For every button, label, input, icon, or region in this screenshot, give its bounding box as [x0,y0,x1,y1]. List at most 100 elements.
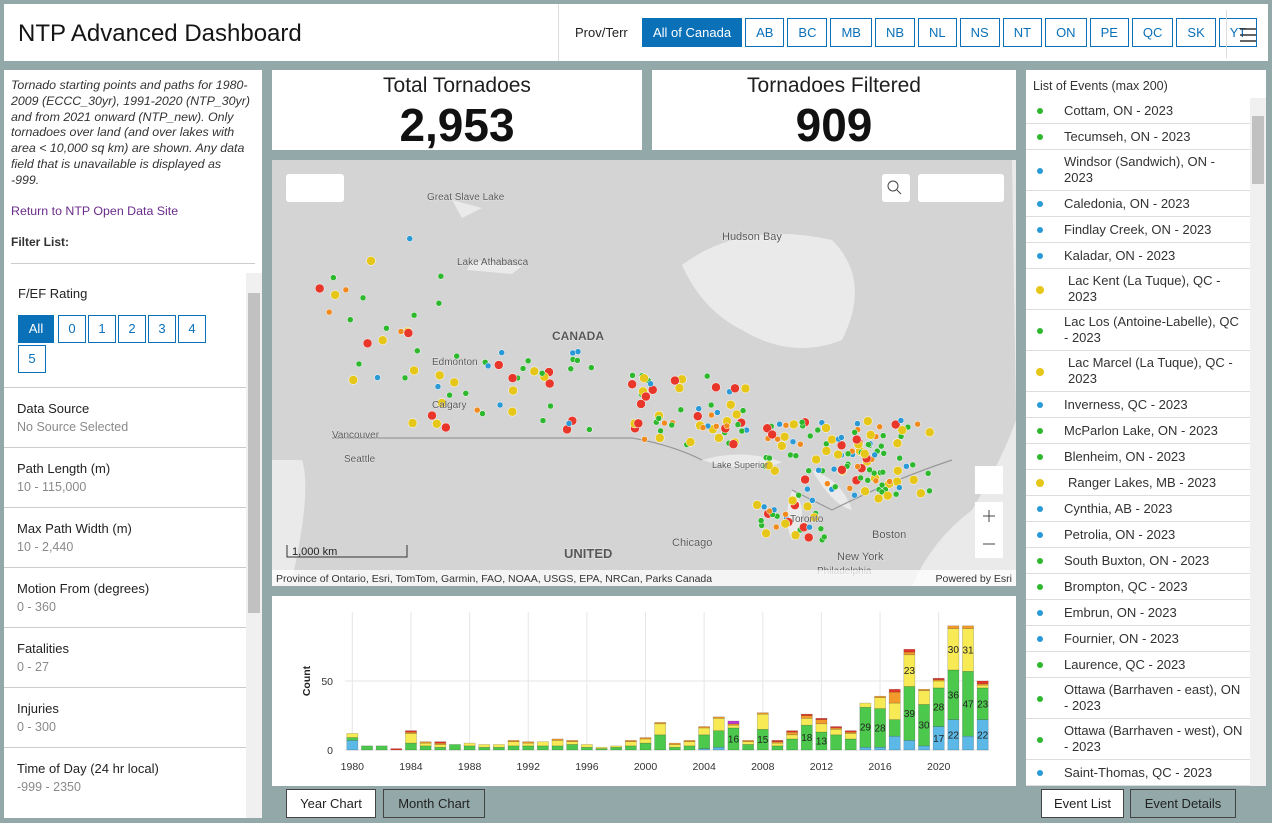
bar-segment[interactable] [844,730,857,733]
bar-segment[interactable] [859,702,872,708]
bar-segment[interactable] [507,741,520,747]
tornado-point[interactable] [865,430,876,440]
tornado-point[interactable] [892,490,900,498]
bar-segment[interactable] [698,727,711,736]
bar-segment[interactable] [859,746,872,751]
tornado-point[interactable] [882,490,893,501]
rating-button[interactable]: 4 [178,315,206,343]
bar-segment[interactable] [434,741,447,744]
tornado-point[interactable] [539,417,547,424]
tornado-point[interactable] [866,466,873,474]
tornado-point[interactable] [782,511,789,518]
event-item[interactable]: Cottam, ON - 2023 [1026,98,1250,124]
tornado-point[interactable] [703,372,711,380]
tornado-point[interactable] [827,434,837,445]
bar-segment[interactable] [405,733,417,744]
tornado-point[interactable] [890,419,901,430]
tornado-point[interactable] [519,365,527,372]
bar-segment[interactable] [683,740,696,743]
tornado-point[interactable] [821,446,832,456]
tornado-point[interactable] [407,418,418,428]
tornado-point[interactable] [661,419,668,427]
bar-segment[interactable] [698,726,711,729]
tornado-point[interactable] [806,523,813,531]
tornado-point[interactable] [494,360,504,370]
event-item[interactable]: Tecumseh, ON - 2023 [1026,124,1250,150]
prov-button[interactable]: MB [830,18,872,47]
bar-segment[interactable] [800,715,813,719]
bar-segment[interactable] [918,690,930,705]
bar-segment[interactable] [624,741,637,747]
tornado-point[interactable] [789,438,797,446]
event-item[interactable]: Laurence, QC - 2023 [1026,652,1250,678]
event-item[interactable]: Brompton, QC - 2023 [1026,574,1250,600]
tornado-point[interactable] [427,410,437,421]
filter-row[interactable]: Data Source No Source Selected [4,387,246,447]
tornado-point[interactable] [909,461,917,469]
tornado-point[interactable] [406,235,413,242]
tornado-point[interactable] [865,441,872,448]
tornado-point[interactable] [788,419,799,430]
bar-segment[interactable] [346,733,359,738]
tornado-point[interactable] [757,517,765,524]
tornado-point[interactable] [854,420,861,427]
bar-segment[interactable] [493,744,505,748]
bar-segment[interactable] [962,628,974,672]
tornado-point[interactable] [462,390,470,397]
event-item[interactable]: Lac Kent (La Tuque), QC - 2023 [1026,269,1250,310]
scrollbar[interactable] [1250,98,1266,786]
tornado-point[interactable] [926,487,933,495]
bar-segment[interactable] [830,734,842,751]
tornado-point[interactable] [811,454,821,465]
tab[interactable]: Month Chart [383,789,485,818]
tornado-point[interactable] [833,449,843,460]
tornado-point[interactable] [896,484,903,491]
bar-segment[interactable] [874,746,886,751]
bar-segment[interactable] [551,745,564,751]
tornado-point[interactable] [830,465,838,473]
tornado-point[interactable] [916,488,926,498]
tornado-point[interactable] [837,465,847,475]
tornado-point[interactable] [752,500,762,510]
bar-segment[interactable] [815,719,828,725]
tornado-point[interactable] [763,460,774,471]
tornado-point[interactable] [897,425,908,435]
bar-segment[interactable] [830,726,842,729]
tornado-point[interactable] [851,491,858,499]
tornado-point[interactable] [711,382,721,393]
event-item[interactable]: Caledonia, ON - 2023 [1026,191,1250,217]
tornado-point[interactable] [496,401,504,409]
tornado-point[interactable] [446,391,453,399]
tornado-point[interactable] [903,463,910,470]
tornado-point[interactable] [886,478,893,485]
bar-segment[interactable] [888,735,901,751]
prov-button[interactable]: NS [959,18,1000,47]
bar-segment[interactable] [419,742,432,747]
tornado-point[interactable] [804,532,814,543]
bar-segment[interactable] [918,688,930,691]
prov-button[interactable]: NB [874,18,916,47]
tornado-point[interactable] [821,533,828,541]
tornado-point[interactable] [730,383,740,394]
bar-segment[interactable] [581,746,593,751]
search-tool[interactable] [882,174,910,202]
bar-segment[interactable] [786,731,798,736]
event-item[interactable]: Ottawa (Barrhaven - west), ON - 2023 [1026,719,1250,760]
bar-segment[interactable] [639,738,652,744]
bar-segment[interactable] [478,746,491,751]
tornado-point[interactable] [872,477,880,485]
tornado-point[interactable] [473,406,481,414]
tornado-point[interactable] [414,347,421,355]
bar-segment[interactable] [962,625,974,629]
bar-segment[interactable] [874,697,886,709]
bar-segment[interactable] [551,740,564,747]
tornado-point[interactable] [314,283,325,294]
tornado-point[interactable] [435,300,443,307]
event-item[interactable]: Windsor (Sandwich), ON - 2023 [1026,150,1250,191]
tornado-point[interactable] [707,401,715,409]
scrollbar[interactable] [246,273,262,818]
tornado-point[interactable] [836,440,847,451]
bar-segment[interactable] [727,724,740,729]
tornado-point[interactable] [479,410,486,417]
tornado-point[interactable] [401,374,409,382]
